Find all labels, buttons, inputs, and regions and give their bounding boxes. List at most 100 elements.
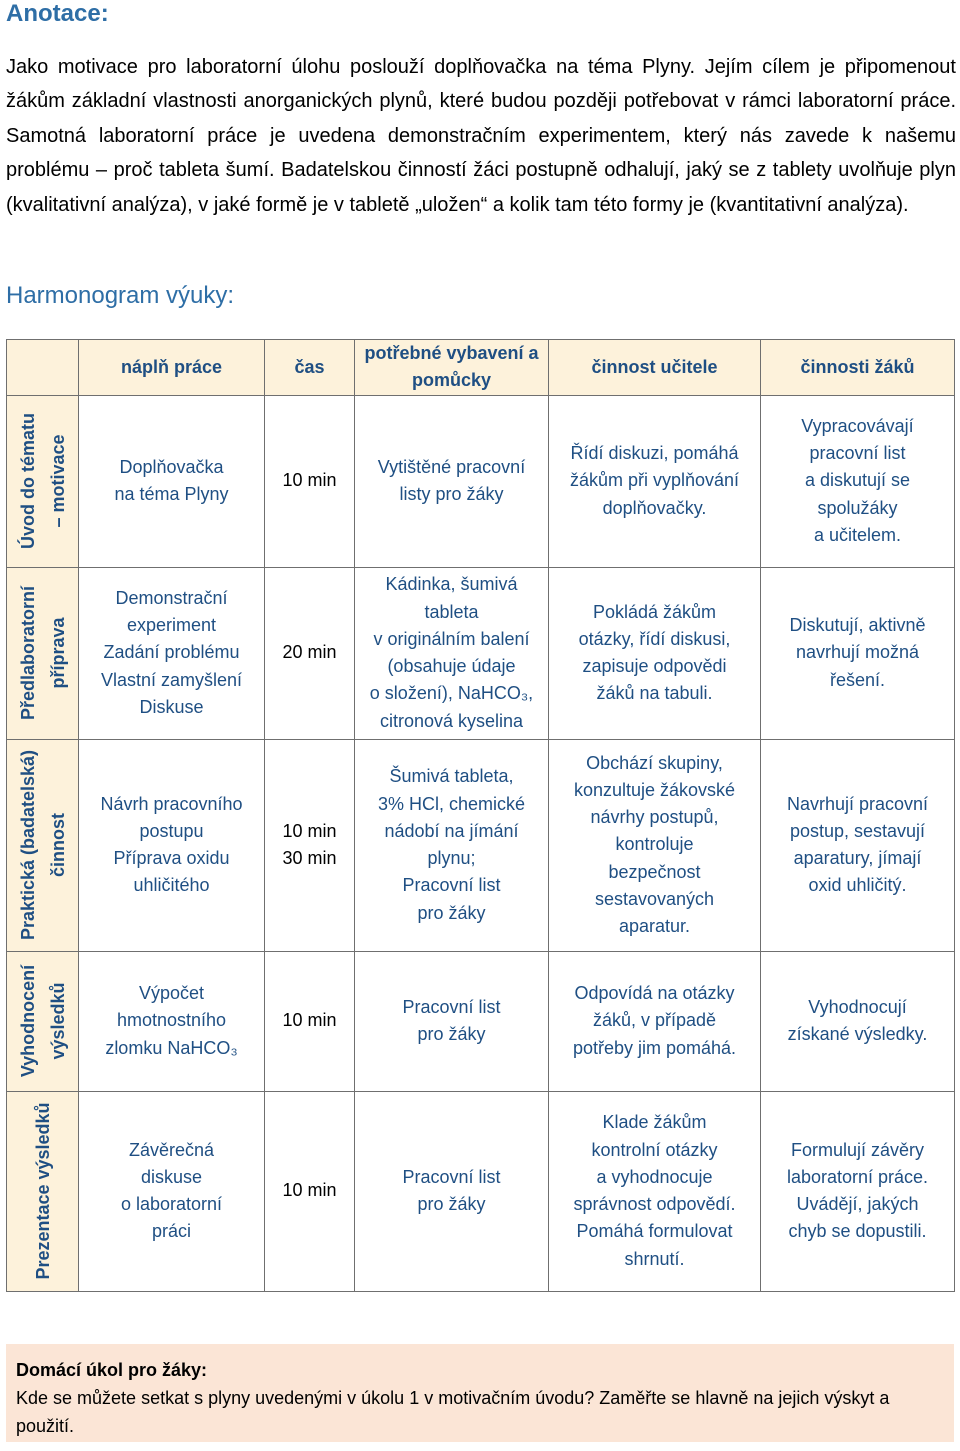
- teacher-cell-line: a vyhodnocuje: [596, 1166, 713, 1187]
- teacher-cell-line: zapisuje odpovědi: [582, 656, 727, 677]
- teacher-cell-line: Řídí diskuzi, pomáhá: [570, 443, 739, 464]
- equipment-cell-line: 3% HCl, chemické: [377, 793, 526, 814]
- phase-label: Praktická (badatelská) činnost: [13, 750, 73, 940]
- phase-label-line: Vyhodnocení: [17, 964, 38, 1078]
- teacher-cell-line: Obchází skupiny,: [586, 752, 723, 773]
- work-cell-line: Vlastní zamyšlení: [100, 669, 243, 690]
- work-cell-line: Závěrečná: [128, 1139, 215, 1160]
- schedule-body: Úvod do tématu – motivace Doplňovačka na té…: [6, 394, 955, 1292]
- teacher-cell-line: sestavovaných: [594, 889, 715, 910]
- work-cell-line: experiment: [126, 615, 217, 636]
- students-cell-line: navrhují možná: [795, 642, 920, 663]
- work-cell-line: Výpočet: [138, 983, 205, 1004]
- students-cell-line: aparatury, jímají: [793, 848, 922, 869]
- students-cell-line: Uvádějí, jakých: [796, 1194, 919, 1215]
- equipment-cell-line: Pracovní list: [402, 996, 501, 1017]
- equipment-cell-line: pro žáky: [417, 1194, 486, 1215]
- work-cell: Doplňovačka na téma Plyny: [78, 394, 265, 568]
- work-cell-line: Diskuse: [139, 697, 204, 718]
- phase-label: Vyhodnocení výsledků: [13, 965, 73, 1077]
- phase-label-line: Praktická (badatelská): [17, 750, 38, 941]
- work-cell-line: Doplňovačka: [119, 456, 224, 477]
- work-cell-line: Příprava oxidu: [113, 848, 230, 869]
- work-cell-line: o laboratorní: [120, 1194, 223, 1215]
- homework-box: Domácí úkol pro žáky: Kde se můžete setk…: [6, 1344, 954, 1442]
- teacher-cell-line: správnost odpovědí.: [573, 1194, 736, 1215]
- teacher-cell: Odpovídá na otázky žáků, v případě potřeby…: [548, 950, 761, 1092]
- equipment-cell-line: Kádinka, šumivá: [385, 574, 518, 595]
- phase-label-line: Předlaboratorní: [17, 586, 38, 721]
- teacher-cell: Řídí diskuzi, pomáhá žákům při vyplňování…: [548, 394, 761, 568]
- work-cell: Demonstrační experiment Zadání problému Vla…: [78, 566, 265, 740]
- equipment-cell-line: Pracovní list: [402, 1166, 501, 1187]
- time-cell-line: 10 min: [282, 820, 337, 841]
- time-cell-line: 10 min: [282, 1180, 337, 1201]
- work-cell-line: Zadání problému: [103, 642, 240, 663]
- students-cell-line: Formulují závěry: [790, 1139, 925, 1160]
- equipment-cell-line: nádobí na jímání: [384, 820, 519, 841]
- teacher-cell: Pokládá žákům otázky, řídí diskusi, zapisu…: [548, 566, 761, 740]
- phase-label-line: příprava: [47, 617, 68, 689]
- time-cell: 10 min: [264, 950, 355, 1092]
- work-cell-line: na téma Plyny: [114, 484, 229, 505]
- equipment-cell-line: listy pro žáky: [399, 484, 504, 505]
- work-cell-line: Demonstrační: [115, 587, 228, 608]
- time-cell-line: 20 min: [282, 642, 337, 663]
- equipment-cell-line: Vytištěné pracovní: [377, 456, 526, 477]
- header-teacher: činnost učitele: [548, 339, 761, 396]
- homework-title: Domácí úkol pro žáky:: [16, 1360, 208, 1380]
- equipment-cell-line: Šumivá tableta,: [389, 766, 514, 787]
- equipment-cell-line: o složení), NaHCO₃,: [369, 683, 534, 704]
- phase-label-line: výsledků: [47, 982, 68, 1060]
- table-row: Předlaboratorní příprava Demonstrační exper…: [6, 566, 955, 740]
- teacher-cell-line: otázky, řídí diskusi,: [578, 628, 731, 649]
- work-cell-line: hmotnostního: [116, 1010, 227, 1031]
- students-cell-line: a učitelem.: [813, 525, 902, 546]
- phase-label-line: Prezentace výsledků: [32, 1102, 53, 1280]
- students-cell: Vyhodnocují získané výsledky.: [760, 950, 955, 1092]
- students-cell-line: Diskutují, aktivně: [789, 615, 926, 636]
- equipment-cell-line: pro žáky: [417, 902, 486, 923]
- phase-label-cell: Předlaboratorní příprava: [6, 566, 79, 740]
- equipment-cell: Kádinka, šumivá tableta v originálním bale…: [354, 566, 549, 740]
- phase-label: Prezentace výsledků: [28, 1103, 58, 1280]
- table-row: Praktická (badatelská) činnost Návrh praco…: [6, 738, 955, 952]
- time-cell-line: 10 min: [282, 470, 337, 491]
- header-students: činnosti žáků: [760, 339, 955, 396]
- teacher-cell: Obchází skupiny, konzultuje žákovské návrh…: [548, 738, 761, 952]
- work-cell: Závěrečná diskuse o laboratorní práci: [78, 1090, 265, 1292]
- students-cell-line: a diskutují se: [804, 470, 911, 491]
- work-cell-line: zlomku NaHCO₃: [105, 1037, 238, 1058]
- students-cell-line: Navrhují pracovní: [786, 793, 929, 814]
- equipment-cell-line: v originálním balení: [373, 628, 530, 649]
- header-time: čas: [264, 339, 355, 396]
- table-row: Prezentace výsledků Závěrečná diskuse o lab…: [6, 1090, 955, 1292]
- phase-label-line: Úvod do tématu: [17, 413, 38, 550]
- header-equipment: potřebné vybavení a pomůcky: [354, 339, 549, 396]
- students-cell-line: řešení.: [829, 669, 886, 690]
- students-cell-line: spolužáky: [817, 497, 898, 518]
- students-cell-line: pracovní list: [809, 443, 906, 464]
- equipment-cell: Pracovní list pro žáky: [354, 1090, 549, 1292]
- teacher-cell-line: Pomáhá formulovat: [576, 1221, 733, 1242]
- work-cell-line: postupu: [139, 820, 204, 841]
- homework-text: Kde se můžete setkat s plyny uvedenými v…: [16, 1388, 890, 1436]
- teacher-cell-line: potřeby jim pomáhá.: [572, 1037, 737, 1058]
- equipment-cell-line: plynu;: [427, 848, 476, 869]
- work-cell: Výpočet hmotnostního zlomku NaHCO₃: [78, 950, 265, 1092]
- teacher-cell-line: aparatur.: [618, 916, 691, 937]
- phase-label-cell: Úvod do tématu – motivace: [6, 394, 79, 568]
- time-cell: 10 min 30 min: [264, 738, 355, 952]
- work-cell-line: práci: [151, 1221, 191, 1242]
- students-cell-line: laboratorní práce.: [786, 1166, 929, 1187]
- students-cell: Diskutují, aktivně navrhují možná řešení.: [760, 566, 955, 740]
- teacher-cell-line: shrnutí.: [624, 1248, 685, 1269]
- table-row: Úvod do tématu – motivace Doplňovačka na té…: [6, 394, 955, 568]
- equipment-cell-line: pro žáky: [417, 1024, 486, 1045]
- teacher-cell-line: žáků, v případě: [592, 1010, 717, 1031]
- equipment-cell: Vytištěné pracovní listy pro žáky: [354, 394, 549, 568]
- annotation-text: Jako motivace pro laboratorní úlohu posl…: [6, 56, 956, 216]
- time-cell-line: 30 min: [282, 848, 337, 869]
- schedule-table: náplň práce čas potřebné vybavení a pomů…: [6, 339, 955, 1292]
- students-cell-line: chyb se dopustili.: [788, 1221, 927, 1242]
